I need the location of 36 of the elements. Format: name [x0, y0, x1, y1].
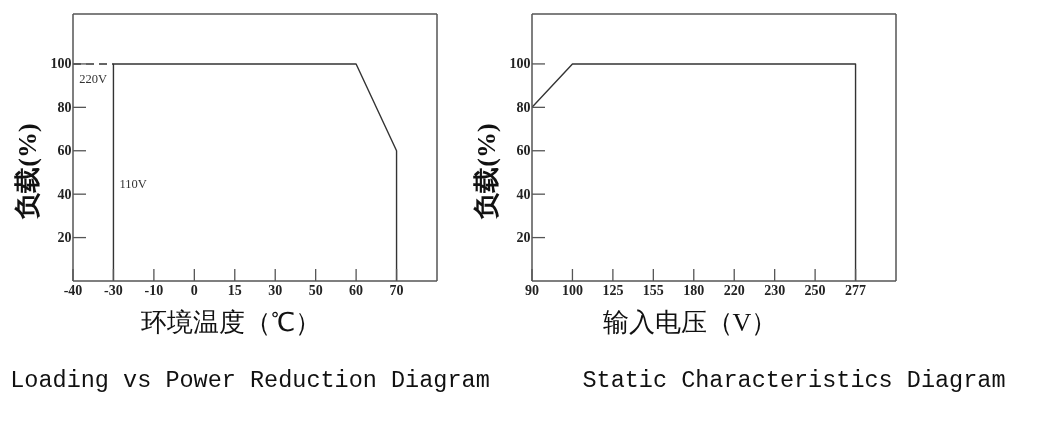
y-axis-title: 负载(%): [471, 123, 501, 220]
x-tick-label: 230: [764, 282, 786, 298]
x-tick-label: 220: [723, 282, 745, 298]
y-tick-label: 100: [509, 56, 531, 72]
y-tick-label: 20: [516, 230, 531, 246]
series-label: 220V: [79, 71, 108, 86]
x-tick-label: -30: [104, 282, 123, 298]
x-tick-label: 50: [308, 282, 323, 298]
x-tick-label: 277: [845, 282, 867, 298]
x-axis-title: 环境温度（℃）: [141, 308, 321, 337]
x-tick-label: 250: [804, 282, 826, 298]
series-label: 110V: [119, 177, 147, 192]
x-tick-label: -10: [144, 282, 164, 298]
x-axis-title: 输入电压（V）: [602, 308, 778, 337]
x-tick-label: 15: [227, 282, 242, 298]
y-tick-label: 20: [57, 230, 72, 246]
text: Static Characteristics Diagram: [582, 367, 1006, 394]
x-tick-label: 100: [561, 282, 583, 298]
x-tick-label: 60: [349, 282, 364, 298]
y-tick-label: 80: [57, 99, 72, 115]
x-tick-label: 0: [190, 282, 198, 298]
y-tick-label: 60: [57, 143, 72, 159]
x-tick-label: 70: [389, 282, 404, 298]
x-tick-label: 155: [642, 282, 664, 298]
x-tick-label: -40: [63, 282, 83, 298]
y-tick-label: 40: [57, 186, 72, 202]
x-tick-label: 90: [525, 282, 539, 298]
y-tick-label: 40: [516, 186, 531, 202]
x-tick-label: 180: [683, 282, 705, 298]
x-tick-label: 125: [602, 282, 624, 298]
y-tick-label: 60: [516, 143, 531, 159]
text: Loading vs Power Reduction Diagram: [10, 367, 490, 394]
y-axis-title: 负载(%): [12, 123, 42, 220]
y-tick-label: 100: [50, 56, 72, 72]
y-tick-label: 80: [516, 99, 531, 115]
x-tick-label: 30: [268, 282, 283, 298]
